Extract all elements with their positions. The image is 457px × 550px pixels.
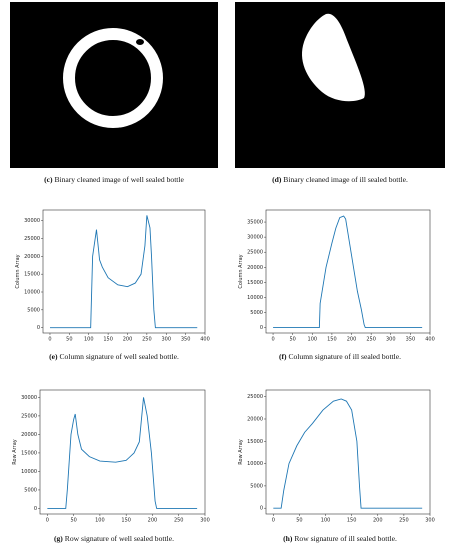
y-axis-label: Row Array — [238, 439, 244, 464]
caption-label: (e) — [49, 352, 58, 361]
x-tick-label: 200 — [373, 518, 383, 524]
y-tick-label: 5000 — [250, 483, 263, 489]
x-tick-label: 250 — [174, 518, 184, 524]
signature-line — [273, 215, 423, 329]
x-tick-label: 100 — [308, 337, 318, 343]
x-tick-label: 0 — [271, 337, 274, 343]
y-tick-label: 10000 — [247, 461, 263, 467]
y-tick-label: 35000 — [247, 220, 263, 226]
x-tick-label: 0 — [272, 518, 275, 524]
y-tick-label: 0 — [260, 506, 263, 512]
x-tick-label: 200 — [347, 337, 357, 343]
caption-label: (g) — [54, 534, 63, 543]
caption-text: Row signature of ill sealed bottle. — [294, 534, 397, 543]
x-tick-label: 250 — [142, 337, 152, 343]
x-tick-label: 100 — [95, 518, 105, 524]
binary-image-ill-sealed — [235, 2, 445, 168]
y-tick-label: 20000 — [21, 432, 37, 438]
caption-label: (h) — [283, 534, 293, 543]
x-tick-label: 0 — [48, 337, 51, 343]
y-tick-label: 0 — [37, 325, 40, 331]
caption: (g) Row signature of well sealed bottle. — [54, 534, 174, 543]
y-tick-label: 20000 — [24, 254, 40, 260]
caption-text: Row signature of well sealed bottle. — [65, 534, 174, 543]
x-tick-label: 250 — [366, 337, 376, 343]
x-tick-label: 350 — [406, 337, 416, 343]
x-tick-label: 200 — [148, 518, 158, 524]
caption: (e) Column signature of well sealed bott… — [49, 352, 179, 361]
x-tick-label: 50 — [296, 518, 302, 524]
plot-frame — [39, 389, 206, 515]
signature-line — [47, 397, 198, 509]
y-tick-label: 10000 — [24, 290, 40, 296]
y-tick-label: 30000 — [247, 235, 263, 241]
signature-line — [49, 215, 198, 329]
y-tick-label: 0 — [34, 506, 37, 512]
x-tick-label: 150 — [327, 337, 337, 343]
x-tick-label: 200 — [123, 337, 133, 343]
y-axis-label: Row Array — [12, 439, 18, 464]
y-axis-label: Column Array — [238, 254, 244, 288]
y-tick-label: 20000 — [247, 416, 263, 422]
plot-frame — [265, 389, 431, 515]
y-tick-label: 0 — [260, 325, 263, 331]
x-tick-label: 50 — [70, 518, 76, 524]
y-tick-label: 20000 — [247, 265, 263, 271]
y-tick-label: 25000 — [247, 250, 263, 256]
y-tick-label: 10000 — [247, 295, 263, 301]
caption: (d) Binary cleaned image of ill sealed b… — [272, 175, 408, 184]
caption-text: Binary cleaned image of ill sealed bottl… — [283, 175, 408, 184]
x-tick-label: 300 — [425, 518, 435, 524]
x-tick-label: 150 — [103, 337, 113, 343]
y-tick-label: 25000 — [24, 236, 40, 242]
y-tick-label: 25000 — [21, 413, 37, 419]
x-tick-label: 150 — [347, 518, 357, 524]
y-tick-label: 30000 — [24, 218, 40, 224]
caption-text: Column signature of well sealed bottle. — [59, 352, 178, 361]
y-tick-label: 10000 — [21, 469, 37, 475]
x-tick-label: 150 — [121, 518, 131, 524]
caption: (h) Row signature of ill sealed bottle. — [283, 534, 397, 543]
caption: (c) Binary cleaned image of well sealed … — [44, 175, 184, 184]
y-tick-label: 25000 — [247, 394, 263, 400]
y-tick-label: 15000 — [24, 272, 40, 278]
x-tick-label: 0 — [46, 518, 49, 524]
caption-text: Column signature of ill sealed bottle. — [288, 352, 401, 361]
x-tick-label: 250 — [399, 518, 409, 524]
plot-frame — [42, 209, 206, 334]
x-tick-label: 400 — [425, 337, 435, 343]
caption-label: (f) — [279, 352, 287, 361]
y-tick-label: 5000 — [250, 310, 263, 316]
x-tick-label: 50 — [289, 337, 295, 343]
x-tick-label: 350 — [181, 337, 191, 343]
x-tick-label: 100 — [84, 337, 94, 343]
y-tick-label: 30000 — [21, 395, 37, 401]
x-tick-label: 100 — [321, 518, 331, 524]
caption-label: (d) — [272, 175, 282, 184]
binary-image-well-sealed — [10, 2, 218, 168]
x-tick-label: 300 — [200, 518, 210, 524]
y-tick-label: 15000 — [21, 450, 37, 456]
y-tick-label: 5000 — [24, 487, 37, 493]
y-tick-label: 5000 — [27, 307, 40, 313]
x-tick-label: 300 — [386, 337, 396, 343]
caption-text: Binary cleaned image of well sealed bott… — [54, 175, 184, 184]
x-tick-label: 400 — [200, 337, 210, 343]
caption: (f) Column signature of ill sealed bottl… — [279, 352, 401, 361]
x-tick-label: 300 — [161, 337, 171, 343]
y-tick-label: 15000 — [247, 280, 263, 286]
y-tick-label: 15000 — [247, 439, 263, 445]
caption-label: (c) — [44, 175, 53, 184]
x-tick-label: 50 — [66, 337, 72, 343]
y-axis-label: Column Array — [15, 254, 21, 288]
signature-line — [273, 398, 423, 509]
plot-frame — [265, 209, 431, 334]
